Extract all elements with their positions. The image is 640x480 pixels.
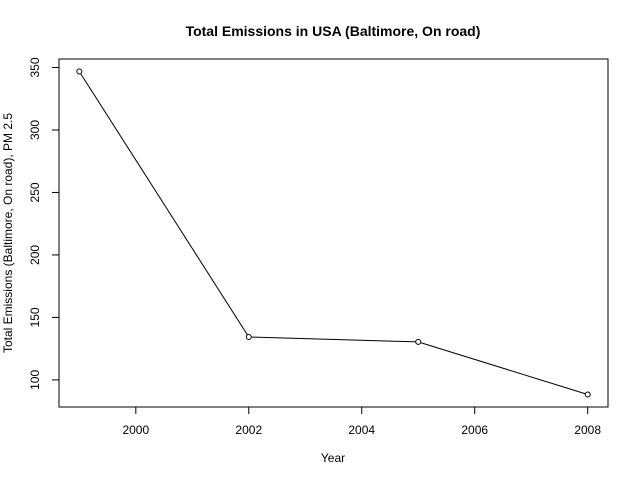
data-point xyxy=(415,338,422,345)
x-tick-label: 2000 xyxy=(122,423,149,437)
data-point xyxy=(76,68,83,75)
x-tick-label: 2006 xyxy=(461,423,488,437)
y-tick-label: 250 xyxy=(28,182,42,202)
series-line xyxy=(78,71,588,395)
y-axis-label: Total Emissions (Baltimore, On road), PM… xyxy=(1,113,15,353)
y-tick-label: 100 xyxy=(28,370,42,390)
x-tick-label: 2004 xyxy=(348,423,375,437)
y-tick-label: 300 xyxy=(28,120,42,140)
data-point xyxy=(245,334,252,341)
y-tick-label: 350 xyxy=(28,57,42,77)
y-tick-label: 200 xyxy=(28,245,42,265)
y-axis: 100 150 200 250 300 350 xyxy=(28,57,60,390)
chart-title: Total Emissions in USA (Baltimore, On ro… xyxy=(186,23,481,39)
data-point xyxy=(584,391,591,398)
y-tick-label: 150 xyxy=(28,307,42,327)
x-tick-label: 2002 xyxy=(235,423,262,437)
x-tick-label: 2008 xyxy=(574,423,601,437)
x-axis: 2000 2002 2004 2006 2008 xyxy=(122,406,601,437)
series-layer xyxy=(76,68,591,398)
x-axis-label: Year xyxy=(321,451,345,465)
